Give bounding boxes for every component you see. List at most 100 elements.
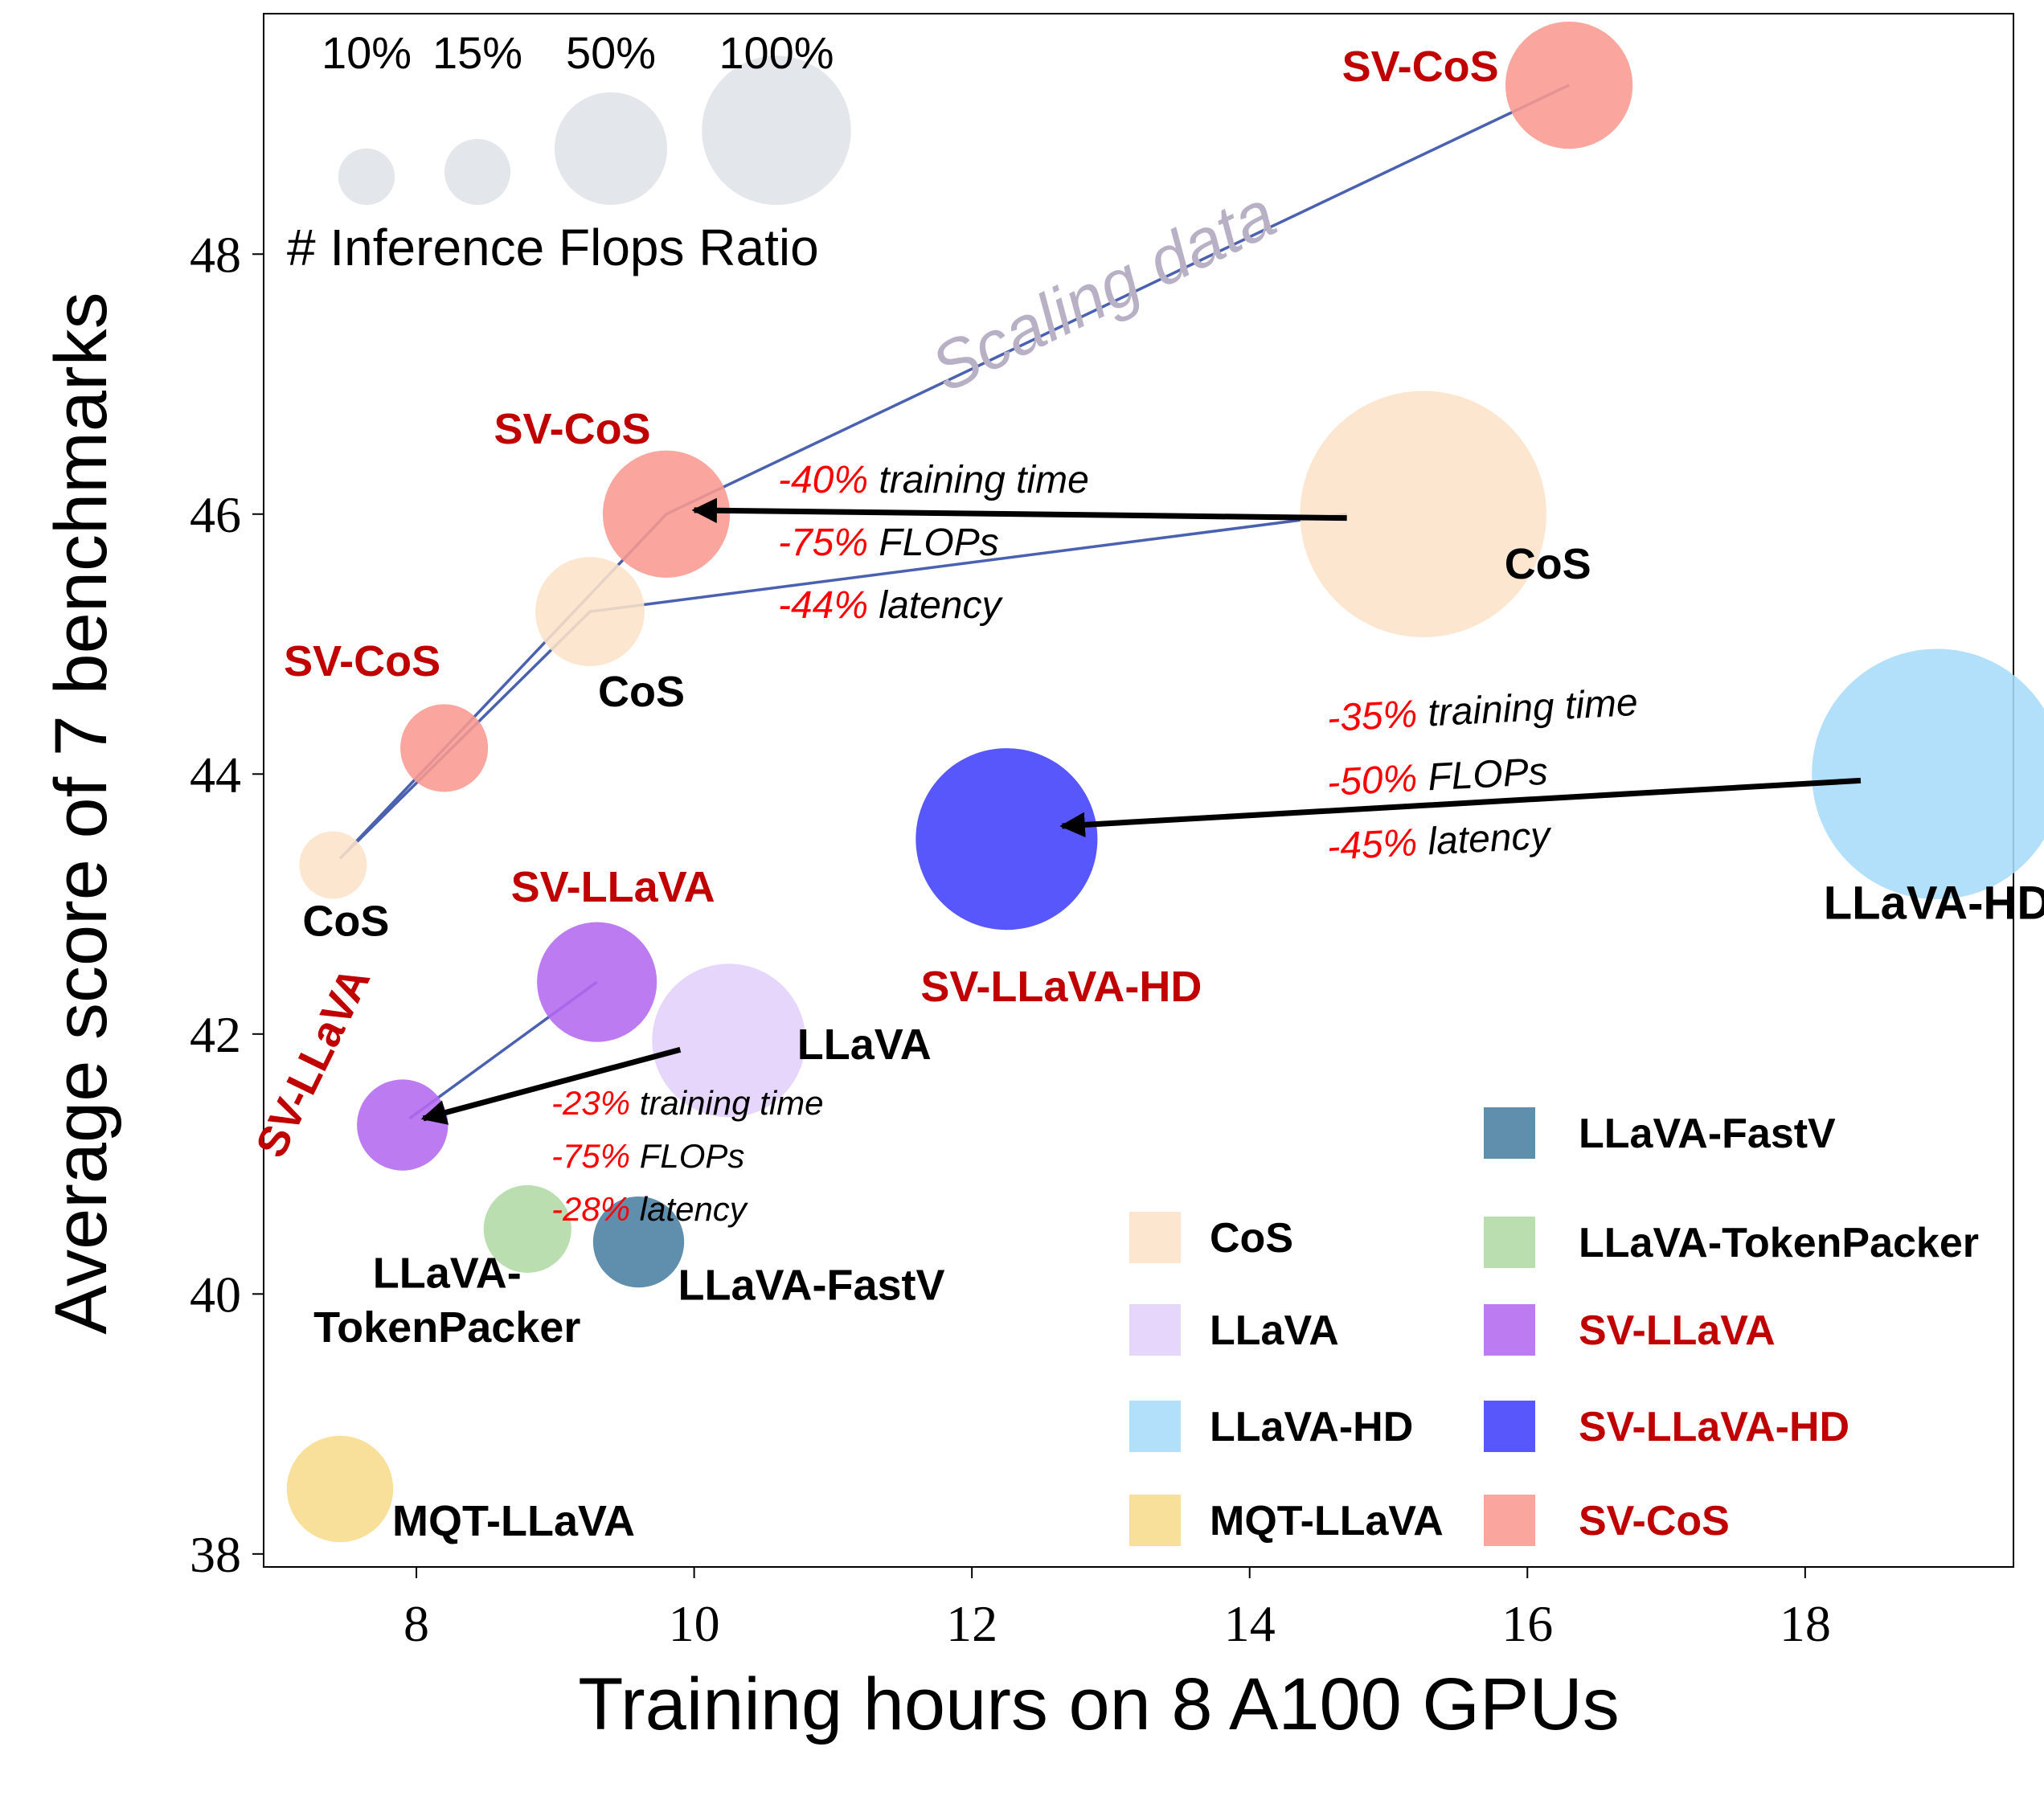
point-sv-llava: [537, 922, 657, 1042]
reduction-text: -28% latency: [551, 1190, 749, 1228]
point-label: CoS: [598, 668, 685, 716]
point-label-line: SV-CoS: [494, 405, 651, 453]
reduction-label: FLOPs: [1416, 751, 1549, 800]
reduction-value: -75%: [778, 522, 868, 564]
reduction-value: -75%: [551, 1137, 630, 1175]
reduction-label: latency: [868, 584, 1003, 627]
x-tick-label: 18: [1780, 1595, 1831, 1652]
reduction-label: latency: [630, 1190, 749, 1228]
point-label: LLaVA: [797, 1021, 932, 1069]
point-label-line: SV-CoS: [1342, 43, 1499, 91]
point-label: SV-CoS: [494, 405, 651, 453]
point-label-line: SV-LLaVA-HD: [920, 963, 1202, 1011]
data-points-layer: [286, 21, 2044, 1543]
bubble-legend-label: 10%: [322, 27, 412, 78]
point-label-line: LLaVA-: [373, 1249, 522, 1297]
reduction-text: -23% training time: [551, 1084, 824, 1122]
legend-label: LLaVA-TokenPacker: [1579, 1220, 1979, 1266]
y-tick-label: 38: [190, 1526, 241, 1583]
point-label: SV-LLaVA-HD: [920, 963, 1202, 1011]
point-llava: [652, 963, 806, 1118]
point-sv-llava: [357, 1079, 449, 1171]
bubble-legend-title: # Inference Flops Ratio: [287, 219, 819, 276]
reduction-text: -75% FLOPs: [551, 1137, 744, 1175]
reduction-annotations-layer: -40% training time-75% FLOPs-44% latency…: [551, 459, 1639, 1228]
reduction-label: training time: [630, 1084, 823, 1122]
point-label-line: LLaVA-HD: [1824, 877, 2044, 929]
bubble-legend-label: 50%: [566, 27, 656, 78]
reduction-text: -50% FLOPs: [1326, 751, 1549, 804]
reduction-value: -44%: [778, 584, 868, 627]
point-llava-hd: [1812, 648, 2044, 900]
reduction-text: -44% latency: [778, 584, 1003, 627]
reduction-label: FLOPs: [868, 522, 999, 564]
point-label-line: CoS: [1505, 540, 1591, 588]
bubble-size-legend: 10% 15% 50% 100%: [322, 27, 851, 205]
cos-scaling-line: [338, 513, 1347, 860]
bubble-legend-circle: [338, 148, 395, 205]
scaling-data-annotation: Scaling data: [920, 175, 1287, 406]
legend-label: SV-LLaVA: [1579, 1307, 1776, 1354]
point-label-line: TokenPacker: [313, 1303, 580, 1352]
legend-swatch: [1484, 1304, 1535, 1356]
legend-swatch: [1484, 1217, 1535, 1268]
point-label-line: LLaVA: [797, 1021, 932, 1069]
legend-label: LLaVA: [1210, 1307, 1339, 1354]
reduction-value: -40%: [778, 459, 868, 501]
legend-swatch: [1484, 1495, 1535, 1546]
legend-swatch: [1484, 1401, 1535, 1452]
reduction-label: latency: [1416, 814, 1554, 864]
bubble-legend-circle: [702, 55, 851, 205]
x-axis-title: Training hours on 8 A100 GPUs: [578, 1663, 1620, 1745]
reduction-value: -23%: [551, 1084, 630, 1122]
point-sv-cos: [1505, 21, 1633, 149]
reduction-text: -35% training time: [1326, 681, 1639, 740]
y-tick-label: 48: [190, 226, 241, 283]
legend-swatch: [1129, 1304, 1181, 1356]
point-label-line: SV-LLaVA: [511, 863, 715, 911]
point-llava-tokenpacker: [483, 1184, 571, 1273]
point-cos: [1300, 391, 1546, 638]
point-llava-fastv: [592, 1196, 685, 1288]
point-label: CoS: [1505, 540, 1591, 588]
x-tick-label: 16: [1501, 1595, 1553, 1652]
reduction-value: -45%: [1326, 821, 1419, 869]
point-label: CoS: [302, 898, 389, 946]
legend-swatch: [1129, 1212, 1181, 1263]
reduction-arrows-layer: [420, 497, 1862, 1125]
y-tick-label: 46: [190, 486, 241, 543]
x-tick-label: 14: [1224, 1595, 1276, 1652]
legend-label: CoS: [1210, 1215, 1293, 1262]
point-label-line: LLaVA-FastV: [678, 1262, 945, 1310]
point-label: LLaVA-FastV: [678, 1262, 945, 1310]
legend-swatch: [1129, 1495, 1181, 1546]
reduction-label: training time: [1416, 681, 1639, 735]
reduction-arrow: [420, 1046, 682, 1125]
legend-label: LLaVA-HD: [1210, 1404, 1413, 1450]
point-mqt-llava: [286, 1435, 394, 1543]
reduction-value: -28%: [551, 1190, 630, 1228]
y-axis-title: Average score of 7 benchmarks: [40, 292, 122, 1334]
plot-frame-layer: 8 10 12 14 16 18 38 40 42 44 46 48: [190, 13, 2014, 1652]
bubble-legend-label: 15%: [432, 27, 522, 78]
reduction-text: -40% training time: [778, 459, 1089, 501]
x-tick-label: 12: [946, 1595, 997, 1652]
bubble-legend-circle: [554, 92, 668, 205]
reduction-text: -45% latency: [1326, 814, 1554, 869]
reduction-arrow: [1059, 777, 1862, 838]
reduction-value: -50%: [1326, 757, 1419, 804]
point-sv-cos: [400, 704, 489, 792]
reduction-label: training time: [868, 459, 1089, 501]
y-tick-label: 40: [190, 1266, 241, 1323]
reduction-label: FLOPs: [630, 1137, 744, 1175]
x-tick-label: 8: [403, 1595, 429, 1652]
point-label: LLaVA- TokenPacker: [313, 1249, 580, 1352]
point-label-line: CoS: [598, 668, 685, 716]
y-tick-label: 42: [190, 1006, 241, 1063]
reduction-text: -75% FLOPs: [778, 522, 999, 564]
legend-label: SV-CoS: [1579, 1498, 1730, 1544]
legend-label: MQT-LLaVA: [1210, 1498, 1444, 1544]
point-cos: [299, 831, 367, 899]
